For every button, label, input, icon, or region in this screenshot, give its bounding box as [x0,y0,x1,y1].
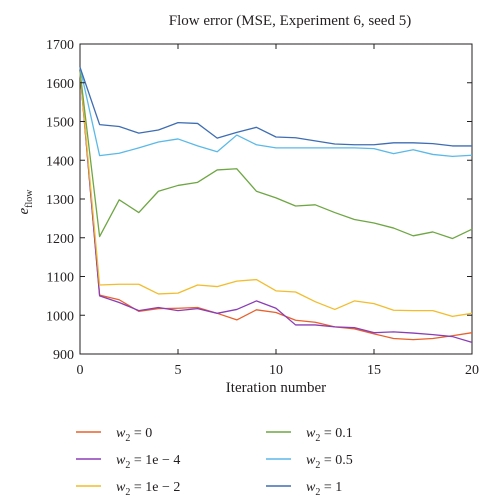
svg-text:eflow: eflow [16,189,35,215]
legend-item-4: w2 = 0.1 [266,426,353,444]
x-tick-label: 20 [465,363,479,378]
legend: w2 = 0 w2 = 1e − 4 w2 = 1e − 2 w2 = 0.1 w2 =… [76,426,353,498]
legend-item-1: w2 = 0 [76,426,152,444]
legend-label: w2 = 0.1 [306,426,353,444]
plot-area [79,43,473,355]
legend-label: w2 = 1e − 2 [116,480,180,498]
ticks-layer: 0 5 10 15 20 900 1000 1100 1200 1300 1400 1500 1600 1… [46,38,479,378]
series-layer [79,67,473,343]
legend-item-2: w2 = 1e − 4 [76,453,180,471]
legend-label: w2 = 0 [116,426,152,444]
x-axis-label: Iteration number [226,380,326,396]
y-tick-label: 1400 [46,154,74,169]
y-tick-label: 1300 [46,193,74,208]
legend-label: w2 = 0.5 [306,453,353,471]
y-axis-label: eflow [16,189,35,215]
x-tick-label: 5 [175,363,182,378]
series-line-4 [79,71,473,240]
series-line-3 [79,71,473,318]
legend-item-5: w2 = 0.5 [266,453,353,471]
legend-item-3: w2 = 1e − 2 [76,480,180,498]
y-tick-label: 900 [53,348,74,363]
y-tick-label: 1000 [46,309,74,324]
series-line-5 [79,67,473,158]
legend-item-6: w2 = 1 [266,480,342,498]
x-tick-label: 0 [77,363,84,378]
y-axis-label-sub: flow [24,189,35,208]
x-tick-label: 10 [269,363,283,378]
y-tick-label: 1500 [46,116,74,131]
legend-label: w2 = 1e − 4 [116,453,180,471]
series-line-1 [79,71,473,341]
series-line-6 [79,67,472,147]
plot-frame [79,43,473,355]
chart-title: Flow error (MSE, Experiment 6, seed 5) [169,13,411,29]
y-axis-label-main: e [16,208,32,215]
y-tick-label: 1100 [47,271,74,286]
y-tick-label: 1700 [46,38,74,53]
y-tick-label: 1600 [46,77,74,92]
y-tick-label: 1200 [46,232,74,247]
legend-label: w2 = 1 [306,480,342,498]
x-tick-label: 15 [367,363,381,378]
series-line-2 [79,71,473,343]
